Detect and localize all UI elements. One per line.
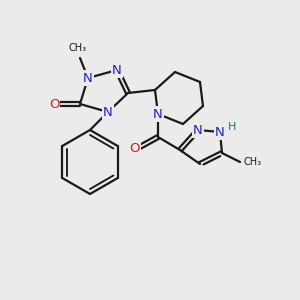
Text: CH₃: CH₃ <box>69 43 87 53</box>
Text: N: N <box>193 124 203 136</box>
Text: N: N <box>112 64 122 76</box>
Text: H: H <box>228 122 236 132</box>
Text: N: N <box>83 71 93 85</box>
Text: O: O <box>130 142 140 154</box>
Text: CH₃: CH₃ <box>243 157 261 167</box>
Text: N: N <box>215 125 225 139</box>
Text: N: N <box>153 107 163 121</box>
Text: N: N <box>103 106 113 118</box>
Text: O: O <box>49 98 59 110</box>
